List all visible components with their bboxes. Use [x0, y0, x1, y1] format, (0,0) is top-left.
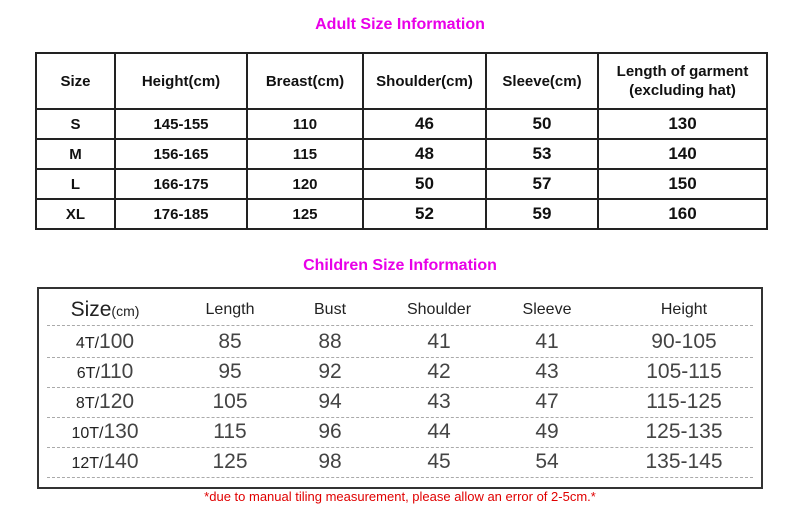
size-cm: 100 [99, 330, 135, 353]
adult-row: S 145-155 110 46 50 130 [35, 108, 768, 140]
adult-cell: 145-155 [114, 108, 248, 140]
size-code: 6T/ [76, 365, 100, 382]
children-cell: 98 [318, 450, 342, 473]
header-length: Length [205, 301, 255, 318]
children-row: 8T/120 105 94 43 47 115-125 [47, 387, 753, 418]
children-cell: 44 [427, 420, 451, 443]
adult-cell: 150 [597, 168, 768, 200]
children-cell: 105 [212, 390, 248, 413]
header-sleeve: Sleeve [522, 301, 572, 318]
header-length-line1: Length of garment [616, 63, 749, 80]
children-cell: 45 [427, 450, 451, 473]
adult-cell: 110 [246, 108, 364, 140]
children-cell: 47 [535, 390, 559, 413]
children-header-row: Size(cm) Length Bust Shoulder Sleeve Hei… [47, 295, 753, 326]
adult-row: XL 176-185 125 52 59 160 [35, 198, 768, 230]
adult-cell: 59 [485, 198, 599, 230]
adult-size-table: Size Height(cm) Breast(cm) Shoulder(cm) … [35, 52, 768, 230]
size-code: 8T/ [75, 395, 100, 412]
adult-cell: 120 [246, 168, 364, 200]
adult-header-row: Size Height(cm) Breast(cm) Shoulder(cm) … [35, 52, 768, 110]
children-row: 4T/100 85 88 41 41 90-105 [47, 327, 753, 358]
children-cell: 125 [212, 450, 248, 473]
children-cell: 85 [218, 330, 242, 353]
adult-cell: 166-175 [114, 168, 248, 200]
children-cell: 88 [318, 330, 342, 353]
header-height: Height(cm) [114, 52, 248, 110]
children-cell: 41 [535, 330, 559, 353]
children-cell: 135-145 [645, 450, 723, 473]
size-unit: (cm) [111, 303, 140, 319]
children-cell: 95 [218, 360, 242, 383]
size-label: Size [70, 298, 112, 321]
children-cell: 43 [535, 360, 559, 383]
adult-cell: 176-185 [114, 198, 248, 230]
children-cell: 115-125 [646, 390, 722, 413]
adult-cell: 130 [597, 108, 768, 140]
adult-cell: 125 [246, 198, 364, 230]
header-height: Height [660, 301, 708, 318]
adult-cell: 52 [362, 198, 487, 230]
adult-cell: XL [35, 198, 116, 230]
size-cm: 130 [103, 420, 139, 443]
adult-cell: 115 [246, 138, 364, 170]
children-cell: 41 [427, 330, 451, 353]
header-shoulder: Shoulder [406, 301, 472, 318]
children-cell: 105-115 [646, 360, 722, 383]
header-sleeve: Sleeve(cm) [485, 52, 599, 110]
measurement-note: *due to manual tiling measurement, pleas… [204, 489, 596, 504]
children-row: 12T/140 125 98 45 54 135-145 [47, 447, 753, 478]
adult-cell: 53 [485, 138, 599, 170]
children-cell: 92 [318, 360, 342, 383]
size-code: 10T/ [71, 425, 104, 442]
children-cell: 49 [535, 420, 559, 443]
adult-title: Adult Size Information [315, 16, 485, 33]
header-breast: Breast(cm) [246, 52, 364, 110]
header-length: Length of garment (excluding hat) [597, 52, 768, 110]
header-shoulder: Shoulder(cm) [362, 52, 487, 110]
adult-cell: 50 [485, 108, 599, 140]
header-bust: Bust [313, 301, 347, 318]
children-title: Children Size Information [303, 257, 497, 274]
adult-row: M 156-165 115 48 53 140 [35, 138, 768, 170]
header-size: Size(cm) [71, 295, 140, 326]
children-cell: 96 [318, 420, 342, 443]
adult-cell: 50 [362, 168, 487, 200]
header-length-line2: (excluding hat) [629, 82, 736, 99]
children-cell: 90-105 [651, 330, 717, 353]
children-cell: 42 [427, 360, 451, 383]
adult-cell: 160 [597, 198, 768, 230]
children-cell: 43 [427, 390, 451, 413]
children-size-table: Size(cm) Length Bust Shoulder Sleeve Hei… [37, 287, 763, 489]
children-row: 6T/110 95 92 42 43 105-115 [47, 357, 753, 388]
children-cell: 115 [213, 420, 247, 443]
adult-cell: S [35, 108, 116, 140]
adult-cell: 48 [362, 138, 487, 170]
size-cm: 140 [103, 450, 139, 473]
adult-cell: 46 [362, 108, 487, 140]
adult-cell: 140 [597, 138, 768, 170]
adult-row: L 166-175 120 50 57 150 [35, 168, 768, 200]
size-code: 4T/ [75, 335, 100, 352]
adult-cell: M [35, 138, 116, 170]
adult-cell: 156-165 [114, 138, 248, 170]
size-cell: 8T/120 [76, 387, 134, 419]
children-cell: 54 [535, 450, 559, 473]
size-cm: 110 [99, 360, 134, 383]
size-cell: 10T/130 [71, 417, 138, 449]
size-code: 12T/ [71, 455, 104, 472]
size-cell: 12T/140 [71, 447, 138, 479]
adult-cell: L [35, 168, 116, 200]
adult-cell: 57 [485, 168, 599, 200]
children-cell: 94 [318, 390, 342, 413]
header-size: Size [35, 52, 116, 110]
size-cell: 4T/100 [76, 327, 134, 359]
children-cell: 125-135 [645, 420, 723, 443]
children-row: 10T/130 115 96 44 49 125-135 [47, 417, 753, 448]
size-cell: 6T/110 [77, 357, 134, 389]
size-cm: 120 [99, 390, 135, 413]
